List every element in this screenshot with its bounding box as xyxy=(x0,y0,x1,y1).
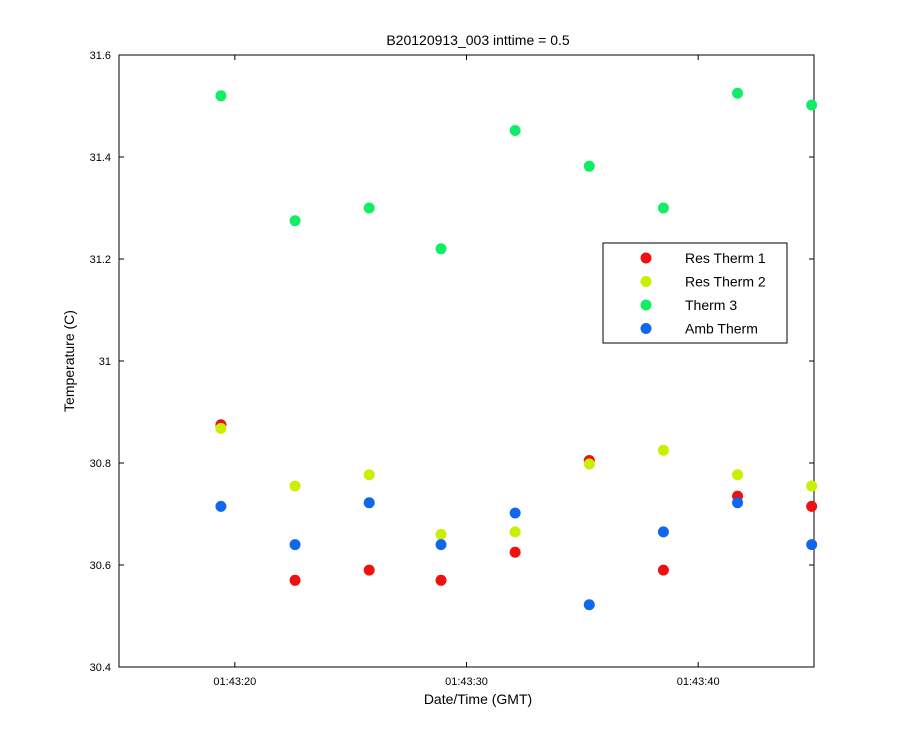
legend-marker-res-therm-1 xyxy=(640,252,652,264)
point-res-therm-1 xyxy=(289,574,301,586)
point-therm-3 xyxy=(583,160,595,172)
legend-marker-res-therm-2 xyxy=(640,276,652,287)
x-axis-label: Date/Time (GMT) xyxy=(424,691,532,707)
point-res-therm-1 xyxy=(806,500,818,512)
point-amb-therm xyxy=(583,599,595,611)
point-therm-3 xyxy=(289,215,301,227)
x-tick-label: 01:43:40 xyxy=(677,676,720,688)
point-res-therm-1 xyxy=(657,564,669,576)
plot-frame xyxy=(118,54,815,668)
y-axis: 30.4 30.6 30.8 31 31.2 31.4 31.6 xyxy=(90,50,814,674)
point-amb-therm xyxy=(732,497,744,509)
legend-label-amb-therm: Amb Therm xyxy=(685,321,758,337)
point-res-therm-2 xyxy=(509,526,521,538)
legend-label-therm-3: Therm 3 xyxy=(685,297,737,313)
point-amb-therm xyxy=(363,497,375,509)
chart-title: B20120913_003 inttime = 0.5 xyxy=(386,32,570,48)
y-axis-label: Temperature (C) xyxy=(61,310,77,412)
y-tick-label: 31.6 xyxy=(90,50,111,62)
x-axis: 01:43:20 01:43:30 01:43:40 xyxy=(213,55,720,688)
point-therm-3 xyxy=(363,202,375,214)
point-res-therm-2 xyxy=(435,528,447,540)
legend-box xyxy=(602,242,788,344)
y-tick-label: 30.8 xyxy=(90,458,111,470)
y-tick-label: 30.6 xyxy=(90,560,111,572)
legend-label-res-therm-2: Res Therm 2 xyxy=(685,274,766,290)
point-therm-3 xyxy=(806,99,818,111)
point-res-therm-2 xyxy=(732,469,744,481)
data-points xyxy=(215,87,818,611)
x-tick-label: 01:43:20 xyxy=(213,676,256,688)
point-res-therm-2 xyxy=(289,480,301,492)
point-res-therm-1 xyxy=(363,564,375,576)
point-therm-3 xyxy=(509,124,521,136)
legend-label-res-therm-1: Res Therm 1 xyxy=(685,250,766,266)
point-res-therm-2 xyxy=(363,469,375,481)
point-therm-3 xyxy=(435,243,447,255)
point-res-therm-1 xyxy=(435,574,447,586)
point-amb-therm xyxy=(657,526,669,538)
point-amb-therm xyxy=(289,539,301,551)
y-tick-label: 31 xyxy=(99,356,111,368)
y-tick-label: 30.4 xyxy=(90,662,111,674)
point-res-therm-2 xyxy=(583,458,595,470)
legend-marker-therm-3 xyxy=(640,299,652,311)
x-tick-label: 01:43:30 xyxy=(445,676,488,688)
point-res-therm-1 xyxy=(509,546,521,558)
point-res-therm-2 xyxy=(657,444,669,456)
plot-area xyxy=(118,54,815,668)
point-amb-therm xyxy=(509,507,521,519)
point-amb-therm xyxy=(806,539,818,551)
y-tick-label: 31.4 xyxy=(90,152,111,164)
point-therm-3 xyxy=(732,87,744,99)
legend-marker-amb-therm xyxy=(640,323,652,334)
point-amb-therm xyxy=(215,500,227,512)
point-therm-3 xyxy=(657,202,669,214)
point-res-therm-2 xyxy=(215,422,227,434)
legend: Res Therm 1 Res Therm 2 Therm 3 Amb Therm xyxy=(602,242,788,344)
point-therm-3 xyxy=(215,90,227,102)
y-tick-label: 31.2 xyxy=(90,254,111,266)
point-res-therm-2 xyxy=(806,480,818,492)
point-amb-therm xyxy=(435,539,447,551)
